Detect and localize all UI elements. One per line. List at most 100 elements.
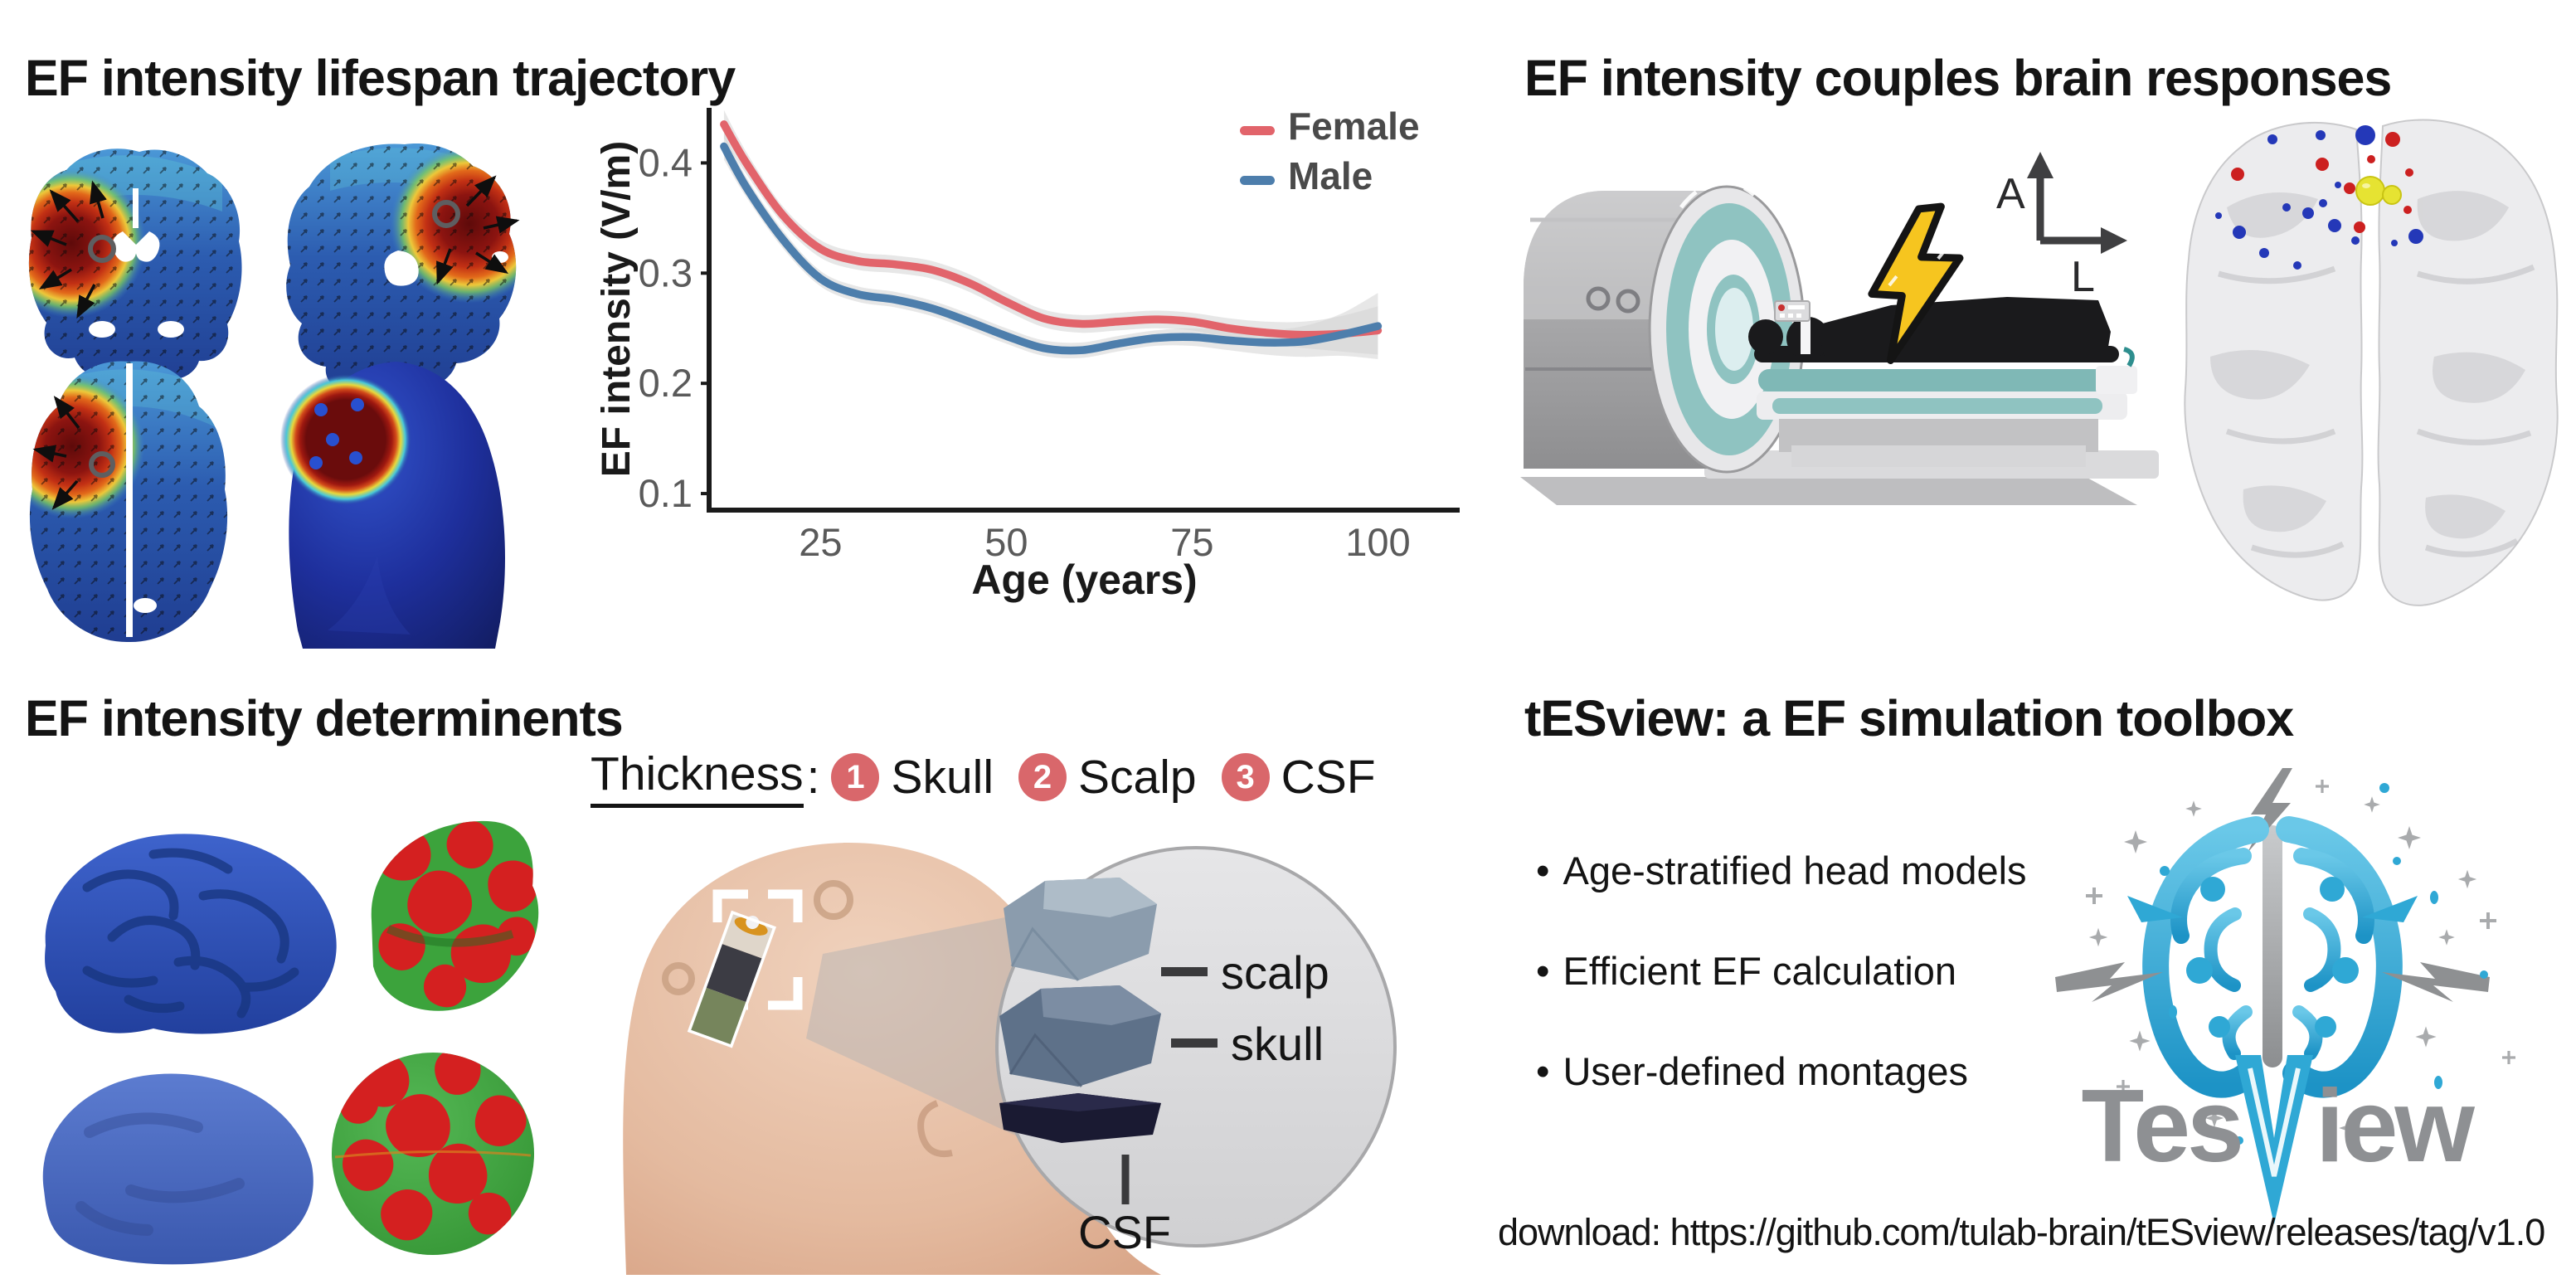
skull-chunk [999,985,1161,1088]
head-shading [328,556,411,635]
sulci-lines [2218,264,2535,558]
blue-sparkles [2160,783,2488,1145]
mri-scene: A L [1505,120,2169,510]
factor-3-badge: 3 [1221,753,1270,801]
y-tick-label: 0.3 [639,250,693,294]
inflated-crease [386,925,514,947]
head-tissue-zoom: scalp skull CSF [581,829,1501,1275]
coronal-slice-map [28,148,242,383]
factor-1-badge: 1 [831,753,880,801]
brain-top-view [2184,119,2559,606]
tesview-logo: Tes iew [2049,763,2576,1240]
target-ring [88,235,116,263]
y-tick-label: 0.2 [639,361,693,405]
sagittal-slice-map [286,143,520,396]
panel-title-lifespan: EF intensity lifespan trajectory [25,49,736,106]
magnifier-circle-icon: scalp skull CSF [995,846,1397,1258]
panel-title-determinants: EF intensity determinents [25,689,624,746]
ci-band-male [723,133,1378,359]
target-ring [89,451,115,478]
lightning-icon [1868,202,1964,364]
ef-lifespan-chart: 0.1 0.2 0.3 0.4 25 50 75 100 Age (years) EF inten… [593,90,1497,629]
electrode-ring [662,962,695,995]
factor-3-label: CSF [1281,751,1376,804]
axial-slice-map [29,361,228,643]
logo-v-glyph [2235,1055,2313,1224]
panel-title-coupling: EF intensity couples brain responses [1524,49,2392,106]
response-dots [2215,125,2423,270]
feature-list: Age-stratified head models Efficient EF … [1536,848,2183,1149]
logo-brain-nodes [2186,877,2359,1038]
ef-brain-maps [17,95,552,651]
series-line-female [720,120,1383,339]
control-console [1774,300,1810,322]
sphere-surface-model [332,1053,534,1255]
legend-swatch-female [1240,126,1275,135]
gyri-strokes [82,848,299,1019]
stimulation-hotspot [270,363,422,516]
series-line-male [720,142,1383,355]
gyri-shading [2210,191,2525,539]
peak-response-dots [2355,176,2402,206]
x-axis-label: Age (years) [971,557,1197,603]
ef-arrows [32,396,80,510]
head-tissue-zoom-svg: scalp skull CSF [623,842,1397,1275]
feature-item: Efficient EF calculation [1536,948,2183,994]
orientation-axes-icon: A L [1996,152,2127,301]
ef-brain-maps-svg [28,143,520,649]
layer-label-scalp: scalp [1221,946,1329,999]
factor-2-label: Scalp [1077,751,1197,804]
y-tick-label: 0.1 [639,471,693,515]
tesview-logo-svg: Tes iew [2055,768,2517,1224]
ear-line [917,1100,953,1157]
layer-label-skull: skull [1231,1018,1324,1070]
x-tick-label: 50 [984,520,1028,564]
axis-label-anterior: A [1996,170,2025,218]
floor-shadow [1520,477,2137,505]
target-ring [432,200,460,228]
lifespan-chart-svg: 0.1 0.2 0.3 0.4 25 50 75 100 Age (years) EF inten… [595,105,1460,603]
ef-arrows [436,175,520,285]
download-url: download: https://github.com/tulab-brain… [1498,1211,2545,1253]
table-handle [2123,347,2135,367]
scalp-pointer [1161,967,1208,976]
equator-line [334,1150,532,1159]
thickness-label: Thickness [591,746,804,808]
scalp-chunk [1004,878,1157,981]
legend-swatch-male [1240,176,1275,185]
scalp-head-map [270,362,505,649]
smooth-creases [75,1112,245,1236]
logo-side-bolts [2055,896,2490,1002]
surface-models [25,809,556,1273]
feature-item: User-defined montages [1536,1048,2183,1094]
csf-chunk [999,1093,1161,1143]
y-axis-label: EF intensity (V/m) [595,141,639,477]
x-tick-label: 100 [1345,520,1410,564]
x-tick-label: 25 [799,520,842,564]
legend-label-male: Male [1288,154,1373,197]
feature-item: Age-stratified head models [1536,848,2183,893]
electrode-ring [814,880,853,920]
logo-brain-icon [2142,768,2403,1098]
skull-pointer [1171,1038,1218,1048]
factor-2-badge: 2 [1018,753,1067,801]
mri-scene-svg: A L [1520,152,2159,505]
surface-models-svg [42,820,539,1265]
logo-text-prefix: Tes [2082,1069,2241,1184]
logo-text-suffix: iew [2316,1069,2475,1184]
panel-title-toolbox: tESview: a EF simulation toolbox [1524,689,2294,746]
y-tick-label: 0.4 [639,140,693,184]
factor-1-label: Skull [891,751,994,804]
patient-table [1754,346,2137,467]
scanner-light [1616,289,1640,314]
brain-response-map [2169,108,2576,622]
smooth-surface-model [42,1073,313,1265]
electrode-dots [309,398,364,469]
pial-surface-model [45,834,337,1034]
ef-arrows [30,180,107,319]
inflated-surface-model [371,820,539,1011]
logo-wordmark: Tes iew [2082,1055,2478,1224]
patient-silhouette [1748,297,2111,360]
tissue-core-sample [687,910,776,1048]
